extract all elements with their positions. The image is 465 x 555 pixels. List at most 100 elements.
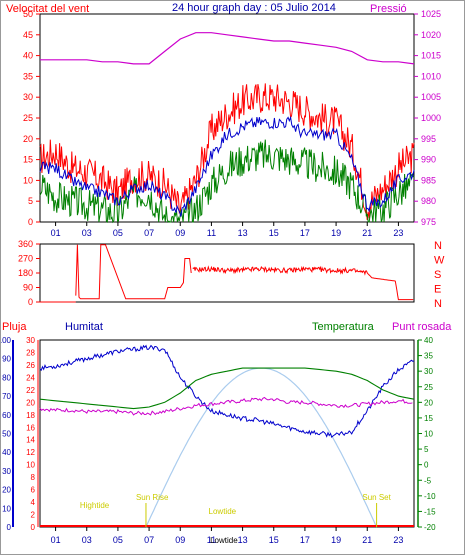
humidity-tick-label: 20 bbox=[2, 486, 11, 495]
direction-y-tick-label: 90 bbox=[23, 283, 33, 293]
humidity-tick-label: 90 bbox=[2, 355, 11, 364]
x-tick-label: 19 bbox=[331, 228, 341, 238]
pressure-y-tick-label: 980 bbox=[421, 196, 436, 206]
wind-y-tick-label: 35 bbox=[23, 71, 33, 81]
x-tick-label-bottom: 11 bbox=[207, 535, 216, 545]
x-tick-label: 01 bbox=[51, 228, 61, 238]
temperature-tick-label: 25 bbox=[424, 383, 433, 392]
direction-y-tick-label: 0 bbox=[28, 297, 33, 307]
humidity-tick-label: 40 bbox=[2, 448, 11, 457]
x-tick-label-bottom: 21 bbox=[362, 535, 372, 545]
x-tick-label: 23 bbox=[393, 228, 403, 238]
direction-y-tick-label: 270 bbox=[18, 254, 33, 264]
wind-title: Velocitat del vent bbox=[6, 3, 89, 15]
pressure-series bbox=[40, 32, 415, 65]
rain-tick-label: 8 bbox=[31, 473, 36, 482]
sunrise-label: Sun Rise bbox=[136, 493, 169, 502]
rain-tick-label: 18 bbox=[26, 411, 35, 420]
wind-direction-series bbox=[75, 244, 192, 300]
x-tick-label-bottom: 17 bbox=[300, 535, 310, 545]
wind-y-tick-label: 20 bbox=[23, 134, 33, 144]
humidity-tick-label: 0 bbox=[7, 523, 12, 532]
humidity-tick-label: 30 bbox=[2, 467, 11, 476]
x-tick-label: 09 bbox=[175, 228, 185, 238]
humidity-axis-label: Humitat bbox=[65, 321, 103, 333]
x-tick-label-bottom: 19 bbox=[331, 535, 341, 545]
compass-label: N bbox=[434, 298, 442, 310]
rain-tick-label: 30 bbox=[26, 336, 35, 345]
wind-direction-series bbox=[192, 265, 414, 301]
pressure-y-tick-label: 1005 bbox=[421, 92, 441, 102]
rain-tick-label: 16 bbox=[26, 423, 35, 432]
temperature-tick-label: 15 bbox=[424, 414, 433, 423]
temperature-tick-label: -15 bbox=[424, 507, 436, 516]
temperature-tick-label: 30 bbox=[424, 367, 433, 376]
humidity-tick-label: 50 bbox=[2, 430, 11, 439]
temperature-tick-label: 40 bbox=[424, 336, 433, 345]
humidity-tick-label: 100 bbox=[0, 336, 12, 345]
x-tick-label-bottom: 23 bbox=[393, 535, 403, 545]
pressure-y-tick-label: 1000 bbox=[421, 113, 441, 123]
temperature-axis-label: Temperatura bbox=[312, 321, 375, 333]
rain-tick-label: 28 bbox=[26, 348, 35, 357]
wind-y-tick-label: 25 bbox=[23, 113, 33, 123]
pressure-y-tick-label: 975 bbox=[421, 217, 436, 227]
rain-tick-label: 14 bbox=[26, 436, 35, 445]
x-tick-label: 21 bbox=[362, 228, 372, 238]
chart-title: 24 hour graph day : 05 Julio 2014 bbox=[172, 2, 336, 14]
rain-axis-label: Pluja bbox=[2, 321, 27, 333]
humidity-tick-label: 80 bbox=[2, 373, 11, 382]
humidity-tick-label: 60 bbox=[2, 411, 11, 420]
humidity-tick-label: 70 bbox=[2, 392, 11, 401]
wind-y-tick-label: 15 bbox=[23, 155, 33, 165]
x-tick-label-bottom: 09 bbox=[175, 535, 185, 545]
wind-gust-series bbox=[39, 83, 415, 220]
humidity-series bbox=[39, 344, 415, 438]
x-tick-label: 05 bbox=[113, 228, 123, 238]
pressure-y-tick-label: 1025 bbox=[421, 9, 441, 19]
sunset-label: Sun Set bbox=[362, 493, 391, 502]
x-tick-label-bottom: 03 bbox=[82, 535, 92, 545]
rain-tick-label: 24 bbox=[26, 373, 35, 382]
compass-label: S bbox=[434, 269, 441, 281]
wind-y-tick-label: 5 bbox=[28, 196, 33, 206]
pressure-y-tick-label: 1015 bbox=[421, 51, 441, 61]
lowtide-bottom-label: Lowtide bbox=[210, 536, 238, 545]
pressure-y-tick-label: 995 bbox=[421, 134, 436, 144]
temperature-tick-label: -10 bbox=[424, 492, 436, 501]
wind-panel-frame bbox=[39, 13, 415, 223]
compass-label: E bbox=[434, 284, 441, 296]
temperature-tick-label: -5 bbox=[424, 476, 432, 485]
wind-min-series bbox=[39, 139, 415, 224]
lowtide-label: Lowtide bbox=[209, 507, 237, 516]
rain-tick-label: 10 bbox=[26, 461, 35, 470]
pressure-y-tick-label: 990 bbox=[421, 155, 436, 165]
x-tick-label-bottom: 05 bbox=[113, 535, 123, 545]
x-tick-label: 11 bbox=[207, 228, 216, 238]
x-tick-label-bottom: 01 bbox=[51, 535, 61, 545]
temperature-tick-label: 35 bbox=[424, 352, 433, 361]
rain-tick-label: 12 bbox=[26, 448, 35, 457]
wind-y-tick-label: 0 bbox=[28, 217, 33, 227]
temperature-series bbox=[39, 367, 415, 410]
wind-y-tick-label: 50 bbox=[23, 9, 33, 19]
temperature-tick-label: 10 bbox=[424, 430, 433, 439]
dewpoint-series bbox=[39, 396, 413, 416]
wind-y-tick-label: 45 bbox=[23, 30, 33, 40]
hightide-label: Hightide bbox=[80, 501, 110, 510]
pressure-title: Pressió bbox=[370, 3, 407, 15]
climate-panel-frame bbox=[39, 339, 415, 528]
x-tick-label: 15 bbox=[269, 228, 279, 238]
x-tick-label-bottom: 15 bbox=[269, 535, 279, 545]
x-tick-label: 17 bbox=[300, 228, 310, 238]
pressure-y-tick-label: 985 bbox=[421, 175, 436, 185]
temperature-tick-label: 0 bbox=[424, 461, 429, 470]
rain-tick-label: 20 bbox=[26, 398, 35, 407]
rain-tick-label: 0 bbox=[31, 523, 36, 532]
direction-y-tick-label: 360 bbox=[18, 239, 33, 249]
x-tick-label-bottom: 13 bbox=[238, 535, 248, 545]
temperature-tick-label: -20 bbox=[424, 523, 436, 532]
humidity-tick-label: 10 bbox=[2, 504, 11, 513]
temperature-tick-label: 20 bbox=[424, 398, 433, 407]
